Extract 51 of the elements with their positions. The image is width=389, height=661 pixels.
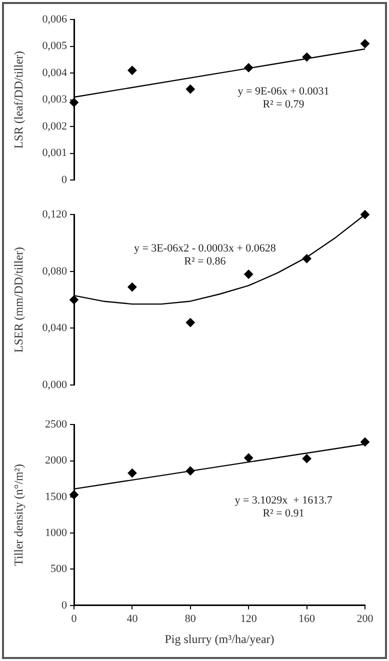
point [128, 66, 137, 75]
annotation: y = 3.1029x + 1613.7 [234, 494, 333, 506]
point [302, 454, 312, 464]
annotation: R² = 0.91 [262, 507, 304, 520]
y-tick-label: 1500 [45, 490, 68, 503]
annotation: R² = 0.79 [262, 98, 305, 111]
x-tick-label: 200 [356, 612, 374, 625]
y-tick-label: 0,005 [42, 40, 68, 52]
point [360, 437, 370, 446]
x-axis-title: Pig slurry (m³/ha/year) [164, 632, 274, 646]
x-tick-label: 0 [71, 612, 78, 625]
point [128, 468, 137, 478]
point [70, 295, 78, 304]
point [70, 98, 78, 107]
y-tick-label: 0,000 [42, 378, 68, 391]
y-tick-label: 0 [62, 599, 68, 612]
point [244, 453, 254, 462]
annotation: R² = 0.86 [184, 256, 226, 268]
point [186, 318, 195, 328]
y-axis-title: Tiller density (n°/m²) [11, 464, 26, 566]
y-axis-title: LSER (mm/DD/tiller) [11, 246, 26, 353]
point [302, 254, 312, 264]
point [186, 466, 195, 476]
point [302, 52, 312, 62]
annotation: y = 9E-06x + 0.0031 [238, 86, 330, 98]
point [360, 210, 370, 220]
point [70, 490, 78, 500]
y-axis-title: LSR (leaf/DD/tiller) [11, 50, 26, 149]
y-tick-label: 500 [50, 563, 68, 576]
y-tick-label: 0,002 [42, 120, 67, 132]
y-tick-label: 0,040 [42, 322, 68, 334]
y-tick-label: 0,006 [42, 13, 68, 26]
x-tick-label: 160 [298, 612, 316, 625]
y-tick-label: 0,120 [42, 208, 68, 220]
y-tick-label: 0,003 [42, 94, 68, 106]
point [244, 63, 254, 72]
y-tick-label: 1000 [45, 526, 68, 539]
y-tick-label: 2000 [45, 454, 68, 467]
point [186, 84, 195, 94]
x-tick-label: 40 [126, 612, 138, 625]
annotation: y = 3E-06x2 - 0.0003x + 0.0628 [134, 242, 276, 255]
y-tick-label: 0 [62, 174, 68, 186]
y-tick-label: 0,001 [42, 147, 67, 160]
y-tick-label: 0,080 [42, 265, 68, 278]
point [128, 282, 137, 292]
x-tick-label: 80 [184, 612, 196, 625]
x-tick-label: 120 [240, 612, 258, 625]
point [360, 39, 370, 48]
point [244, 270, 254, 279]
y-tick-label: 0,004 [42, 66, 68, 79]
y-tick-label: 2500 [45, 418, 68, 430]
